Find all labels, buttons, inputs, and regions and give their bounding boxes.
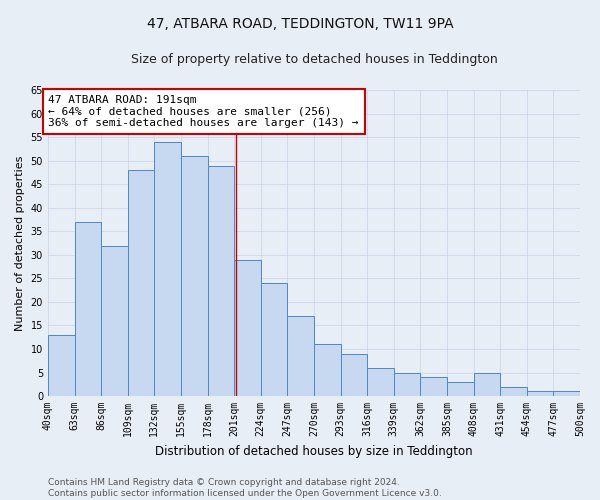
Y-axis label: Number of detached properties: Number of detached properties <box>15 156 25 331</box>
Text: 47, ATBARA ROAD, TEDDINGTON, TW11 9PA: 47, ATBARA ROAD, TEDDINGTON, TW11 9PA <box>146 18 454 32</box>
Bar <box>181 156 208 396</box>
Bar <box>527 392 553 396</box>
Bar <box>287 316 314 396</box>
Bar <box>128 170 154 396</box>
Bar <box>261 283 287 396</box>
Bar <box>553 392 580 396</box>
Bar <box>101 246 128 396</box>
Bar <box>314 344 341 396</box>
Bar <box>48 335 74 396</box>
Bar <box>473 372 500 396</box>
Bar <box>367 368 394 396</box>
Title: Size of property relative to detached houses in Teddington: Size of property relative to detached ho… <box>131 52 497 66</box>
Text: Contains HM Land Registry data © Crown copyright and database right 2024.
Contai: Contains HM Land Registry data © Crown c… <box>48 478 442 498</box>
Bar <box>154 142 181 396</box>
Bar <box>394 372 421 396</box>
Bar <box>447 382 473 396</box>
Bar <box>234 260 261 396</box>
Bar <box>74 222 101 396</box>
Bar <box>208 166 234 396</box>
Bar <box>500 386 527 396</box>
Text: 47 ATBARA ROAD: 191sqm
← 64% of detached houses are smaller (256)
36% of semi-de: 47 ATBARA ROAD: 191sqm ← 64% of detached… <box>49 95 359 128</box>
X-axis label: Distribution of detached houses by size in Teddington: Distribution of detached houses by size … <box>155 444 473 458</box>
Bar <box>421 377 447 396</box>
Bar <box>341 354 367 396</box>
